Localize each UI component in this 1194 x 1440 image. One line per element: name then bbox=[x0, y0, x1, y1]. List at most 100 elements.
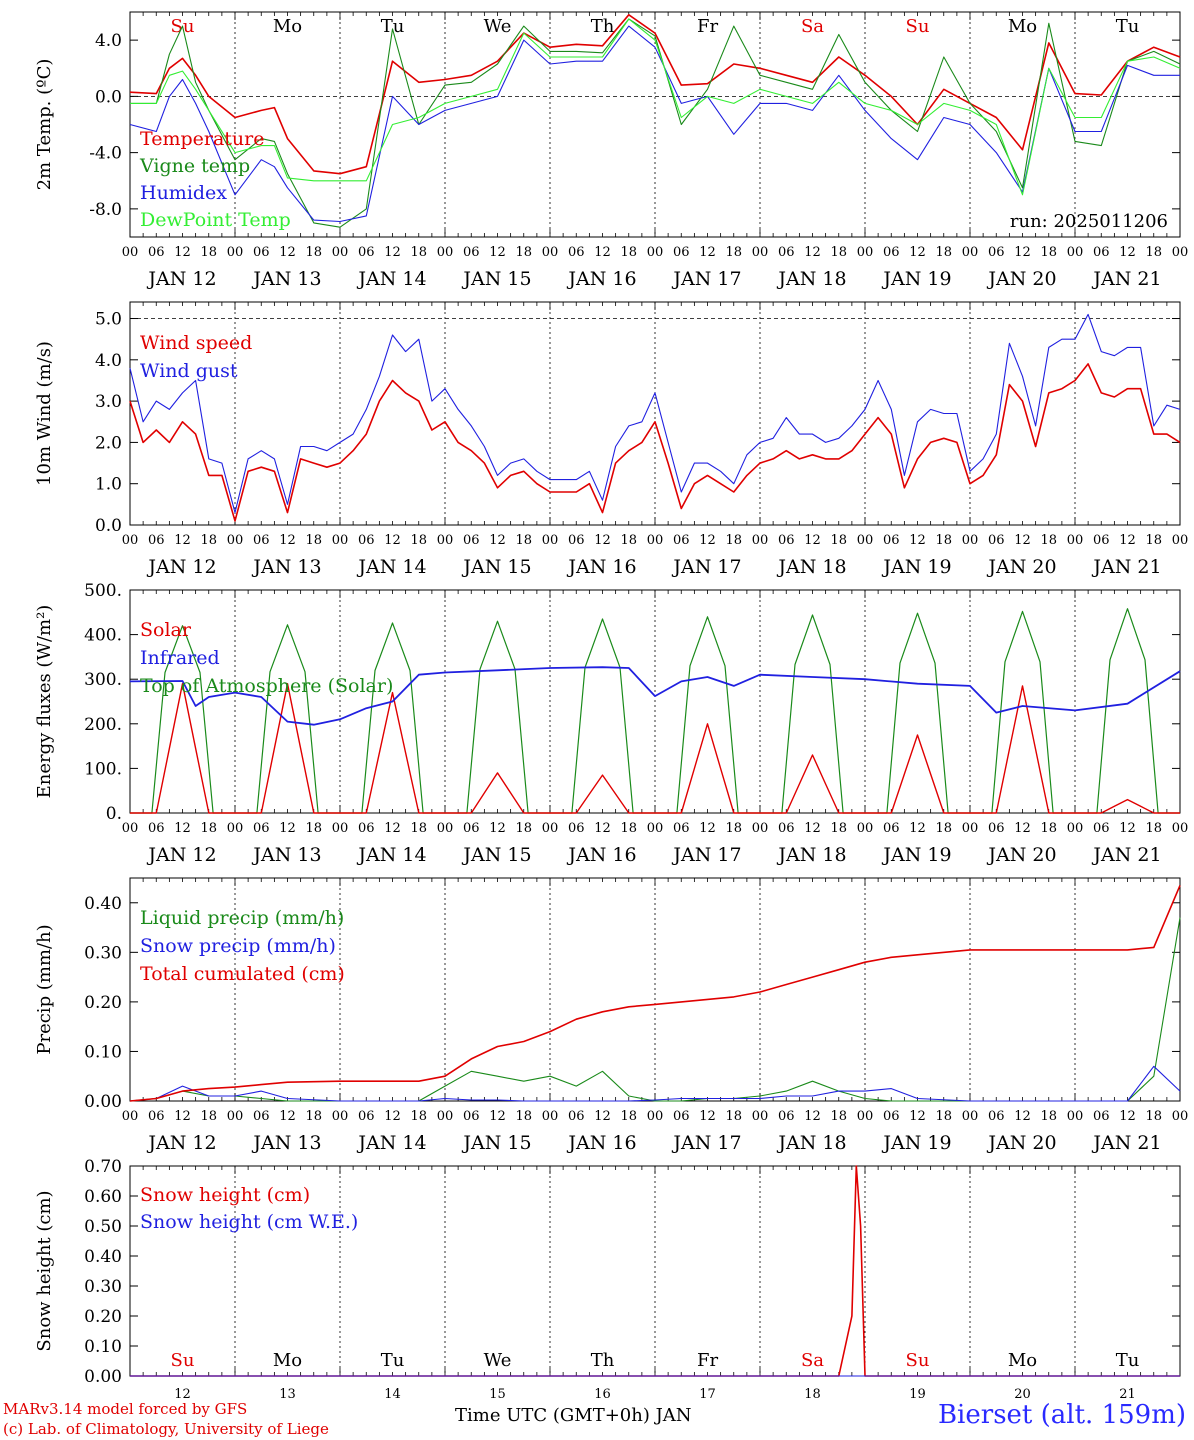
x-date-label: JAN 21 bbox=[1091, 556, 1161, 578]
x-date-label: JAN 19 bbox=[881, 844, 951, 866]
x-hour-tick-label: 18 bbox=[410, 533, 427, 548]
x-hour-tick-label: 18 bbox=[515, 821, 532, 836]
x-hour-tick-label: 06 bbox=[988, 245, 1005, 260]
panel-snow: 0.70 0.60 0.50 0.40 0.30 0.20 0.10 0.00 Snow hei… bbox=[34, 1157, 1181, 1402]
x-hour-tick-label: 06 bbox=[883, 533, 900, 548]
x-date-label: JAN 13 bbox=[251, 556, 321, 578]
day-of-week-label: Mo bbox=[273, 1350, 302, 1371]
x-date-label: JAN 20 bbox=[986, 1132, 1056, 1154]
x-date-label: JAN 12 bbox=[146, 556, 216, 578]
y-tick-label: 0.40 bbox=[84, 894, 122, 914]
legend-entry: DewPoint Temp bbox=[140, 209, 291, 231]
x-date-label: JAN 15 bbox=[461, 1132, 531, 1154]
x-date-label: JAN 18 bbox=[776, 1132, 846, 1154]
x-hour-tick-label: 06 bbox=[1093, 821, 1110, 836]
day-of-week-label: Fr bbox=[697, 16, 718, 37]
day-of-week-label: Su bbox=[906, 16, 930, 37]
x-date-label: JAN 17 bbox=[671, 556, 741, 578]
x-hour-tick-label: 00 bbox=[1172, 821, 1189, 836]
series-line-0 bbox=[129, 917, 1181, 1102]
x-date-label: JAN 13 bbox=[251, 1132, 321, 1154]
x-hour-tick-label: 12 bbox=[174, 821, 191, 836]
x-hour-tick-label: 12 bbox=[1119, 245, 1136, 260]
day-number-label: 21 bbox=[1119, 1387, 1136, 1402]
x-hour-tick-label: 12 bbox=[489, 1109, 506, 1124]
x-hour-tick-label: 06 bbox=[148, 533, 165, 548]
x-hour-tick-label: 06 bbox=[148, 1109, 165, 1124]
day-of-week-label: Tu bbox=[381, 1350, 405, 1371]
x-hour-tick-label: 18 bbox=[620, 1109, 637, 1124]
series-line-1 bbox=[129, 313, 1181, 514]
day-of-week-label: Sa bbox=[801, 16, 824, 37]
x-hour-tick-label: 00 bbox=[752, 821, 769, 836]
legend-entry: Humidex bbox=[140, 182, 227, 204]
series-line-0 bbox=[129, 14, 1181, 175]
x-hour-tick-label: 12 bbox=[699, 1109, 716, 1124]
x-hour-tick-label: 18 bbox=[725, 533, 742, 548]
x-hour-tick-label: 00 bbox=[542, 533, 559, 548]
x-date-label: JAN 20 bbox=[986, 556, 1056, 578]
x-date-label: JAN 21 bbox=[1091, 268, 1161, 290]
x-hour-tick-label: 12 bbox=[384, 245, 401, 260]
y-tick-label: 0.0 bbox=[95, 87, 122, 107]
x-hour-tick-label: 00 bbox=[227, 821, 244, 836]
y-tick-label: 0.30 bbox=[84, 1277, 122, 1297]
panel-temperature: 4.0 0.0 -4.0 -8.0 2m Temp. (ºC) 00 06 12 18 00 06 1… bbox=[34, 11, 1188, 290]
x-date-label: JAN 20 bbox=[986, 844, 1056, 866]
x-hour-tick-label: 00 bbox=[122, 821, 139, 836]
x-hour-tick-label: 18 bbox=[1040, 1109, 1057, 1124]
legend-entry: Liquid precip (mm/h) bbox=[140, 907, 344, 929]
x-hour-tick-label: 06 bbox=[673, 1109, 690, 1124]
x-hour-tick-label: 00 bbox=[647, 1109, 664, 1124]
day-number-label: 15 bbox=[489, 1387, 506, 1402]
x-hour-tick-label: 06 bbox=[568, 245, 585, 260]
x-date-label: JAN 18 bbox=[776, 268, 846, 290]
x-date-label: JAN 14 bbox=[356, 556, 426, 578]
x-hour-tick-label: 12 bbox=[594, 1109, 611, 1124]
x-hour-tick-label: 06 bbox=[253, 245, 270, 260]
x-hour-tick-label: 00 bbox=[962, 1109, 979, 1124]
day-of-week-label: We bbox=[484, 1350, 512, 1371]
x-hour-tick-label: 06 bbox=[883, 1109, 900, 1124]
y-tick-label: 5.0 bbox=[95, 310, 122, 330]
x-date-label: JAN 13 bbox=[251, 268, 321, 290]
x-hour-tick-label: 12 bbox=[1119, 821, 1136, 836]
x-hour-tick-label: 18 bbox=[200, 245, 217, 260]
x-hour-tick-label: 12 bbox=[804, 533, 821, 548]
x-hour-tick-label: 12 bbox=[384, 533, 401, 548]
x-hour-tick-label: 12 bbox=[804, 1109, 821, 1124]
x-hour-tick-label: 00 bbox=[647, 533, 664, 548]
x-hour-tick-label: 18 bbox=[725, 245, 742, 260]
legend-entry: Wind gust bbox=[140, 360, 238, 382]
station-label: Bierset (alt. 159m) bbox=[937, 1400, 1186, 1430]
x-date-label: JAN 12 bbox=[146, 1132, 216, 1154]
x-hour-tick-label: 18 bbox=[620, 245, 637, 260]
x-hour-tick-label: 00 bbox=[437, 1109, 454, 1124]
x-hour-tick-label: 06 bbox=[253, 821, 270, 836]
legend-entry: Snow height (cm) bbox=[140, 1184, 310, 1206]
x-hour-tick-label: 00 bbox=[1067, 821, 1084, 836]
x-hour-tick-label: 18 bbox=[935, 1109, 952, 1124]
x-hour-tick-label: 18 bbox=[830, 1109, 847, 1124]
x-hour-tick-label: 06 bbox=[463, 1109, 480, 1124]
x-hour-tick-label: 12 bbox=[909, 245, 926, 260]
x-hour-tick-label: 12 bbox=[174, 533, 191, 548]
x-date-label: JAN 16 bbox=[566, 268, 636, 290]
x-date-label: JAN 17 bbox=[671, 1132, 741, 1154]
day-number-label: 12 bbox=[174, 1387, 191, 1402]
x-hour-tick-label: 06 bbox=[1093, 245, 1110, 260]
y-tick-label: 400. bbox=[84, 626, 122, 646]
panel-energy: 500. 400. 300. 200. 100. 0. Energy fluxes (W/m… bbox=[34, 581, 1188, 866]
series-line-2 bbox=[129, 25, 1180, 223]
x-hour-tick-label: 18 bbox=[1040, 821, 1057, 836]
day-number-label: 16 bbox=[594, 1387, 611, 1402]
x-hour-tick-label: 00 bbox=[332, 533, 349, 548]
y-tick-label: 0. bbox=[106, 804, 122, 824]
y-axis-label: Snow height (cm) bbox=[34, 1190, 55, 1351]
day-of-week-label: Tu bbox=[381, 16, 405, 37]
day-of-week-label: Mo bbox=[1008, 1350, 1037, 1371]
y-tick-label: -4.0 bbox=[89, 144, 122, 164]
x-hour-tick-label: 06 bbox=[673, 245, 690, 260]
x-hour-tick-label: 00 bbox=[752, 245, 769, 260]
x-hour-tick-label: 00 bbox=[857, 1109, 874, 1124]
